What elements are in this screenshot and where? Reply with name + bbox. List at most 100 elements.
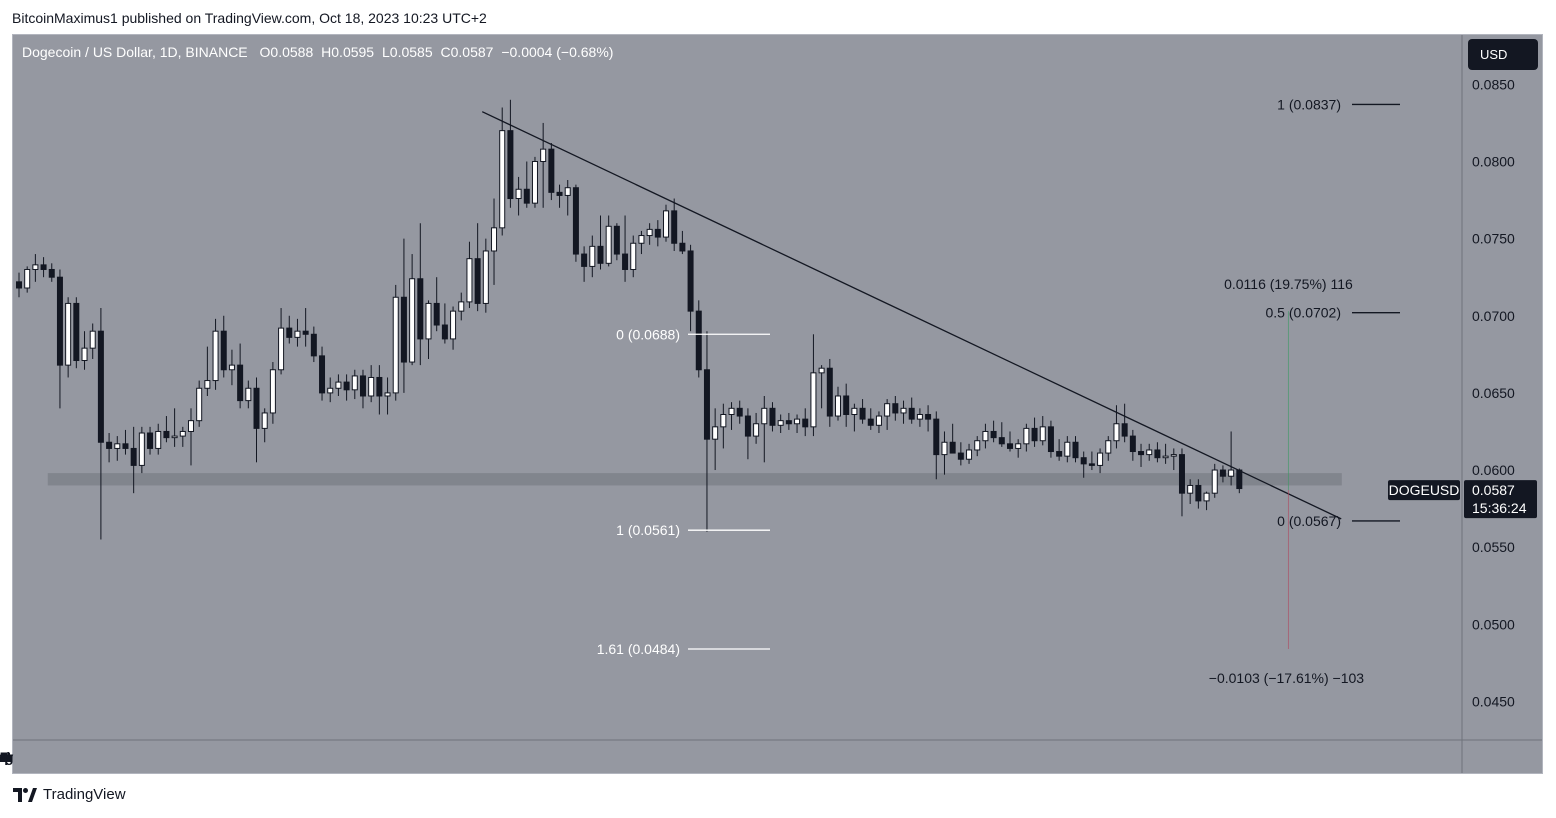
candle-body[interactable] xyxy=(261,412,268,429)
candle-body[interactable] xyxy=(884,403,891,417)
candle-body[interactable] xyxy=(450,310,457,340)
candle-body[interactable] xyxy=(237,364,244,402)
descending-trendline[interactable] xyxy=(481,111,1342,520)
candle-body[interactable] xyxy=(802,418,809,428)
candle-body[interactable] xyxy=(1080,457,1087,465)
candle-body[interactable] xyxy=(933,418,940,456)
candle-body[interactable] xyxy=(458,301,465,312)
candle-body[interactable] xyxy=(48,268,55,278)
candle-body[interactable] xyxy=(556,191,563,196)
candle-body[interactable] xyxy=(147,432,154,449)
candle-body[interactable] xyxy=(540,148,547,162)
candle-body[interactable] xyxy=(900,407,907,414)
support-zone[interactable] xyxy=(47,473,1342,486)
symbol-tag[interactable] xyxy=(1388,480,1460,501)
candle-body[interactable] xyxy=(720,413,727,428)
candle-body[interactable] xyxy=(327,387,334,394)
candle-body[interactable] xyxy=(1129,435,1136,453)
candle-body[interactable] xyxy=(851,407,858,415)
candle-body[interactable] xyxy=(359,375,366,397)
candle-body[interactable] xyxy=(433,302,440,326)
candle-body[interactable] xyxy=(1228,469,1235,477)
candle-body[interactable] xyxy=(777,420,784,426)
candle-body[interactable] xyxy=(744,415,751,437)
candle-body[interactable] xyxy=(1121,423,1128,437)
candle-body[interactable] xyxy=(843,395,850,415)
candle-body[interactable] xyxy=(32,264,39,270)
candle-body[interactable] xyxy=(974,440,981,451)
candle-body[interactable] xyxy=(474,258,481,304)
candle-body[interactable] xyxy=(499,130,506,229)
candle-body[interactable] xyxy=(212,330,219,382)
candle-body[interactable] xyxy=(1056,451,1063,457)
candle-body[interactable] xyxy=(1138,451,1145,456)
candle-body[interactable] xyxy=(564,187,571,196)
candle-body[interactable] xyxy=(523,188,530,204)
candle-body[interactable] xyxy=(712,426,719,440)
candle-body[interactable] xyxy=(245,387,252,402)
candle-body[interactable] xyxy=(1072,441,1079,459)
footer-brand[interactable]: TradingView xyxy=(13,786,126,803)
candle-body[interactable] xyxy=(654,228,661,238)
candle-body[interactable] xyxy=(278,327,285,371)
candle-body[interactable] xyxy=(16,281,22,289)
candle-body[interactable] xyxy=(1097,452,1104,466)
candle-body[interactable] xyxy=(294,330,301,338)
candle-body[interactable] xyxy=(589,245,596,267)
candle-body[interactable] xyxy=(1023,427,1030,445)
candle-body[interactable] xyxy=(679,242,686,252)
candle-body[interactable] xyxy=(785,420,792,425)
candle-body[interactable] xyxy=(605,225,612,264)
candle-body[interactable] xyxy=(1211,469,1218,494)
candle-body[interactable] xyxy=(998,437,1005,445)
candle-body[interactable] xyxy=(695,310,702,371)
candle-body[interactable] xyxy=(638,235,645,244)
candle-body[interactable] xyxy=(990,430,997,439)
candle-body[interactable] xyxy=(73,302,80,362)
candle-body[interactable] xyxy=(114,443,121,449)
candle-body[interactable] xyxy=(515,188,522,200)
currency-button[interactable]: USD xyxy=(1468,39,1538,70)
candle-body[interactable] xyxy=(753,423,760,437)
candle-body[interactable] xyxy=(531,160,538,204)
candle-body[interactable] xyxy=(966,449,973,460)
candle-body[interactable] xyxy=(1203,492,1210,502)
candle-body[interactable] xyxy=(56,276,63,366)
candle-body[interactable] xyxy=(761,407,768,425)
candle-body[interactable] xyxy=(916,413,923,420)
candle-body[interactable] xyxy=(548,148,555,193)
candle-body[interactable] xyxy=(769,407,776,426)
candle-body[interactable] xyxy=(1146,449,1153,456)
candle-body[interactable] xyxy=(400,296,407,363)
candle-body[interactable] xyxy=(89,330,96,349)
candle-body[interactable] xyxy=(24,268,31,289)
candle-body[interactable] xyxy=(1088,463,1095,466)
candle-body[interactable] xyxy=(163,430,170,439)
candle-body[interactable] xyxy=(1047,426,1054,453)
candle-body[interactable] xyxy=(1236,469,1243,490)
candle-body[interactable] xyxy=(949,441,956,454)
candle-body[interactable] xyxy=(491,227,498,252)
candle-body[interactable] xyxy=(581,253,588,267)
candle-body[interactable] xyxy=(40,264,47,270)
candle-body[interactable] xyxy=(810,372,817,428)
candle-body[interactable] xyxy=(1170,454,1177,457)
candle-body[interactable] xyxy=(482,250,489,304)
candle-body[interactable] xyxy=(409,278,416,363)
candle-body[interactable] xyxy=(982,430,989,442)
candle-body[interactable] xyxy=(417,278,424,340)
candle-body[interactable] xyxy=(1219,469,1226,477)
candle-body[interactable] xyxy=(572,187,579,255)
candle-body[interactable] xyxy=(97,330,104,443)
candle-body[interactable] xyxy=(1195,484,1202,502)
candle-body[interactable] xyxy=(671,210,678,244)
candle-body[interactable] xyxy=(204,380,211,389)
candle-body[interactable] xyxy=(368,376,375,397)
candle-body[interactable] xyxy=(187,420,194,432)
candle-body[interactable] xyxy=(1031,427,1038,442)
candle-body[interactable] xyxy=(687,250,694,312)
candle-body[interactable] xyxy=(630,242,637,270)
candle-body[interactable] xyxy=(81,347,88,362)
candle-body[interactable] xyxy=(867,418,874,426)
